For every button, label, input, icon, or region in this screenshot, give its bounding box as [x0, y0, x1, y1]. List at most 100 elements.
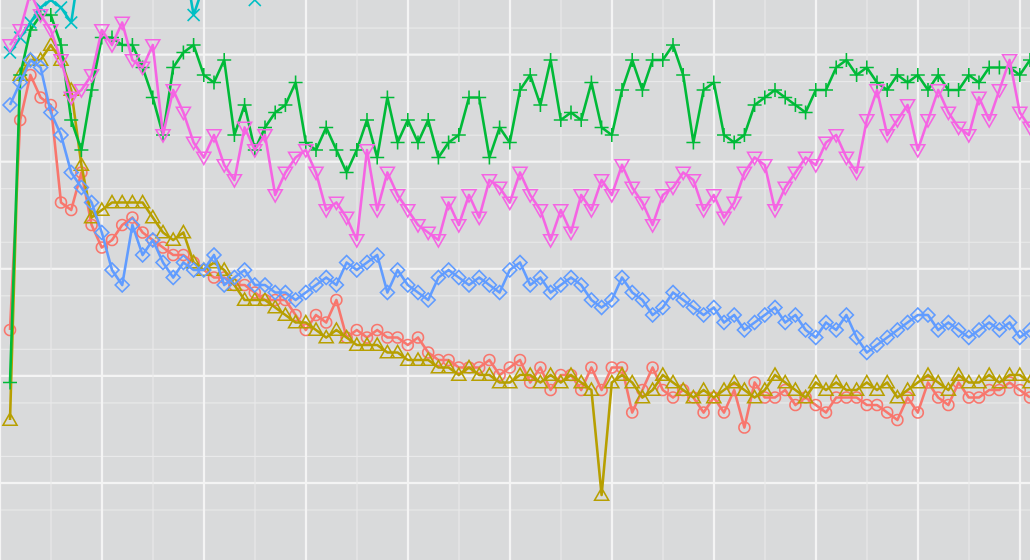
data-point — [727, 135, 742, 150]
data-point — [297, 143, 315, 159]
data-point — [146, 233, 160, 247]
data-point — [369, 246, 386, 264]
data-point — [470, 366, 488, 382]
data-point — [307, 321, 325, 337]
data-point — [644, 218, 661, 234]
data-point — [278, 98, 293, 112]
data-point — [421, 346, 435, 359]
data-point — [838, 306, 855, 324]
data-point — [899, 381, 916, 397]
data-point — [942, 398, 955, 412]
data-point — [746, 388, 763, 404]
data-point — [511, 254, 529, 271]
data-point — [695, 306, 712, 324]
data-point — [715, 211, 733, 227]
data-point — [676, 68, 691, 82]
data-point — [430, 269, 447, 286]
data-point — [766, 203, 784, 219]
data-point — [522, 276, 539, 294]
data-point — [287, 313, 304, 329]
data-point — [511, 166, 529, 182]
data-point — [674, 381, 692, 397]
data-point — [43, 8, 58, 22]
data-point — [654, 299, 671, 316]
data-point — [1011, 329, 1028, 346]
data-point — [899, 314, 916, 331]
data-point — [717, 128, 731, 142]
data-point — [236, 291, 253, 307]
data-point — [44, 0, 58, 7]
data-point — [124, 216, 141, 234]
data-point — [797, 388, 814, 404]
data-point — [890, 68, 905, 82]
data-point — [227, 128, 242, 142]
data-point — [411, 135, 425, 150]
data-point — [919, 113, 937, 129]
data-point — [1021, 373, 1030, 389]
data-point — [248, 286, 262, 299]
data-point — [970, 321, 988, 339]
data-point — [960, 373, 978, 389]
data-point — [950, 321, 967, 339]
data-point — [338, 254, 355, 271]
data-point — [603, 291, 620, 309]
data-point — [593, 173, 610, 189]
data-point — [441, 135, 456, 150]
data-point — [878, 373, 896, 389]
data-point — [880, 83, 895, 97]
data-point — [268, 105, 283, 120]
data-point — [562, 226, 580, 242]
data-point — [430, 233, 447, 249]
data-point — [52, 53, 70, 69]
data-point — [858, 344, 875, 361]
data-point — [501, 261, 518, 279]
data-point — [328, 276, 345, 294]
data-point — [502, 135, 517, 150]
data-point — [705, 299, 722, 316]
data-point — [83, 194, 100, 211]
data-point — [787, 306, 804, 324]
data-point — [93, 23, 111, 39]
data-point — [603, 373, 621, 389]
data-point — [287, 291, 304, 309]
data-point — [840, 391, 853, 404]
data-point — [777, 314, 794, 331]
series-2 — [1, 36, 1030, 502]
data-point — [360, 331, 374, 344]
data-point — [216, 276, 233, 294]
data-point — [460, 188, 478, 204]
data-point — [113, 193, 131, 209]
data-point — [154, 254, 172, 271]
data-point — [319, 316, 333, 329]
data-point — [1011, 106, 1029, 122]
data-point — [868, 336, 886, 354]
data-point — [419, 226, 437, 242]
data-point — [164, 83, 182, 99]
data-point — [42, 23, 60, 39]
data-point — [409, 351, 427, 367]
data-point — [746, 314, 763, 331]
data-point — [501, 373, 519, 389]
data-point — [124, 53, 141, 69]
data-point — [126, 211, 139, 224]
data-point — [1021, 321, 1030, 339]
data-point — [889, 388, 906, 404]
data-point — [574, 113, 589, 127]
data-point — [64, 15, 78, 30]
data-point — [807, 373, 825, 389]
data-point — [819, 83, 833, 97]
data-point — [828, 321, 845, 339]
data-point — [1, 96, 19, 114]
data-point — [226, 173, 243, 189]
series-line — [8, 73, 1030, 429]
data-point — [839, 53, 854, 67]
data-point — [246, 143, 264, 159]
data-point — [491, 373, 508, 389]
data-point — [848, 381, 865, 397]
data-point — [604, 128, 619, 142]
data-point — [950, 121, 967, 137]
data-point — [858, 113, 876, 129]
data-point — [440, 261, 457, 279]
data-point — [666, 391, 680, 404]
data-point — [481, 276, 498, 294]
